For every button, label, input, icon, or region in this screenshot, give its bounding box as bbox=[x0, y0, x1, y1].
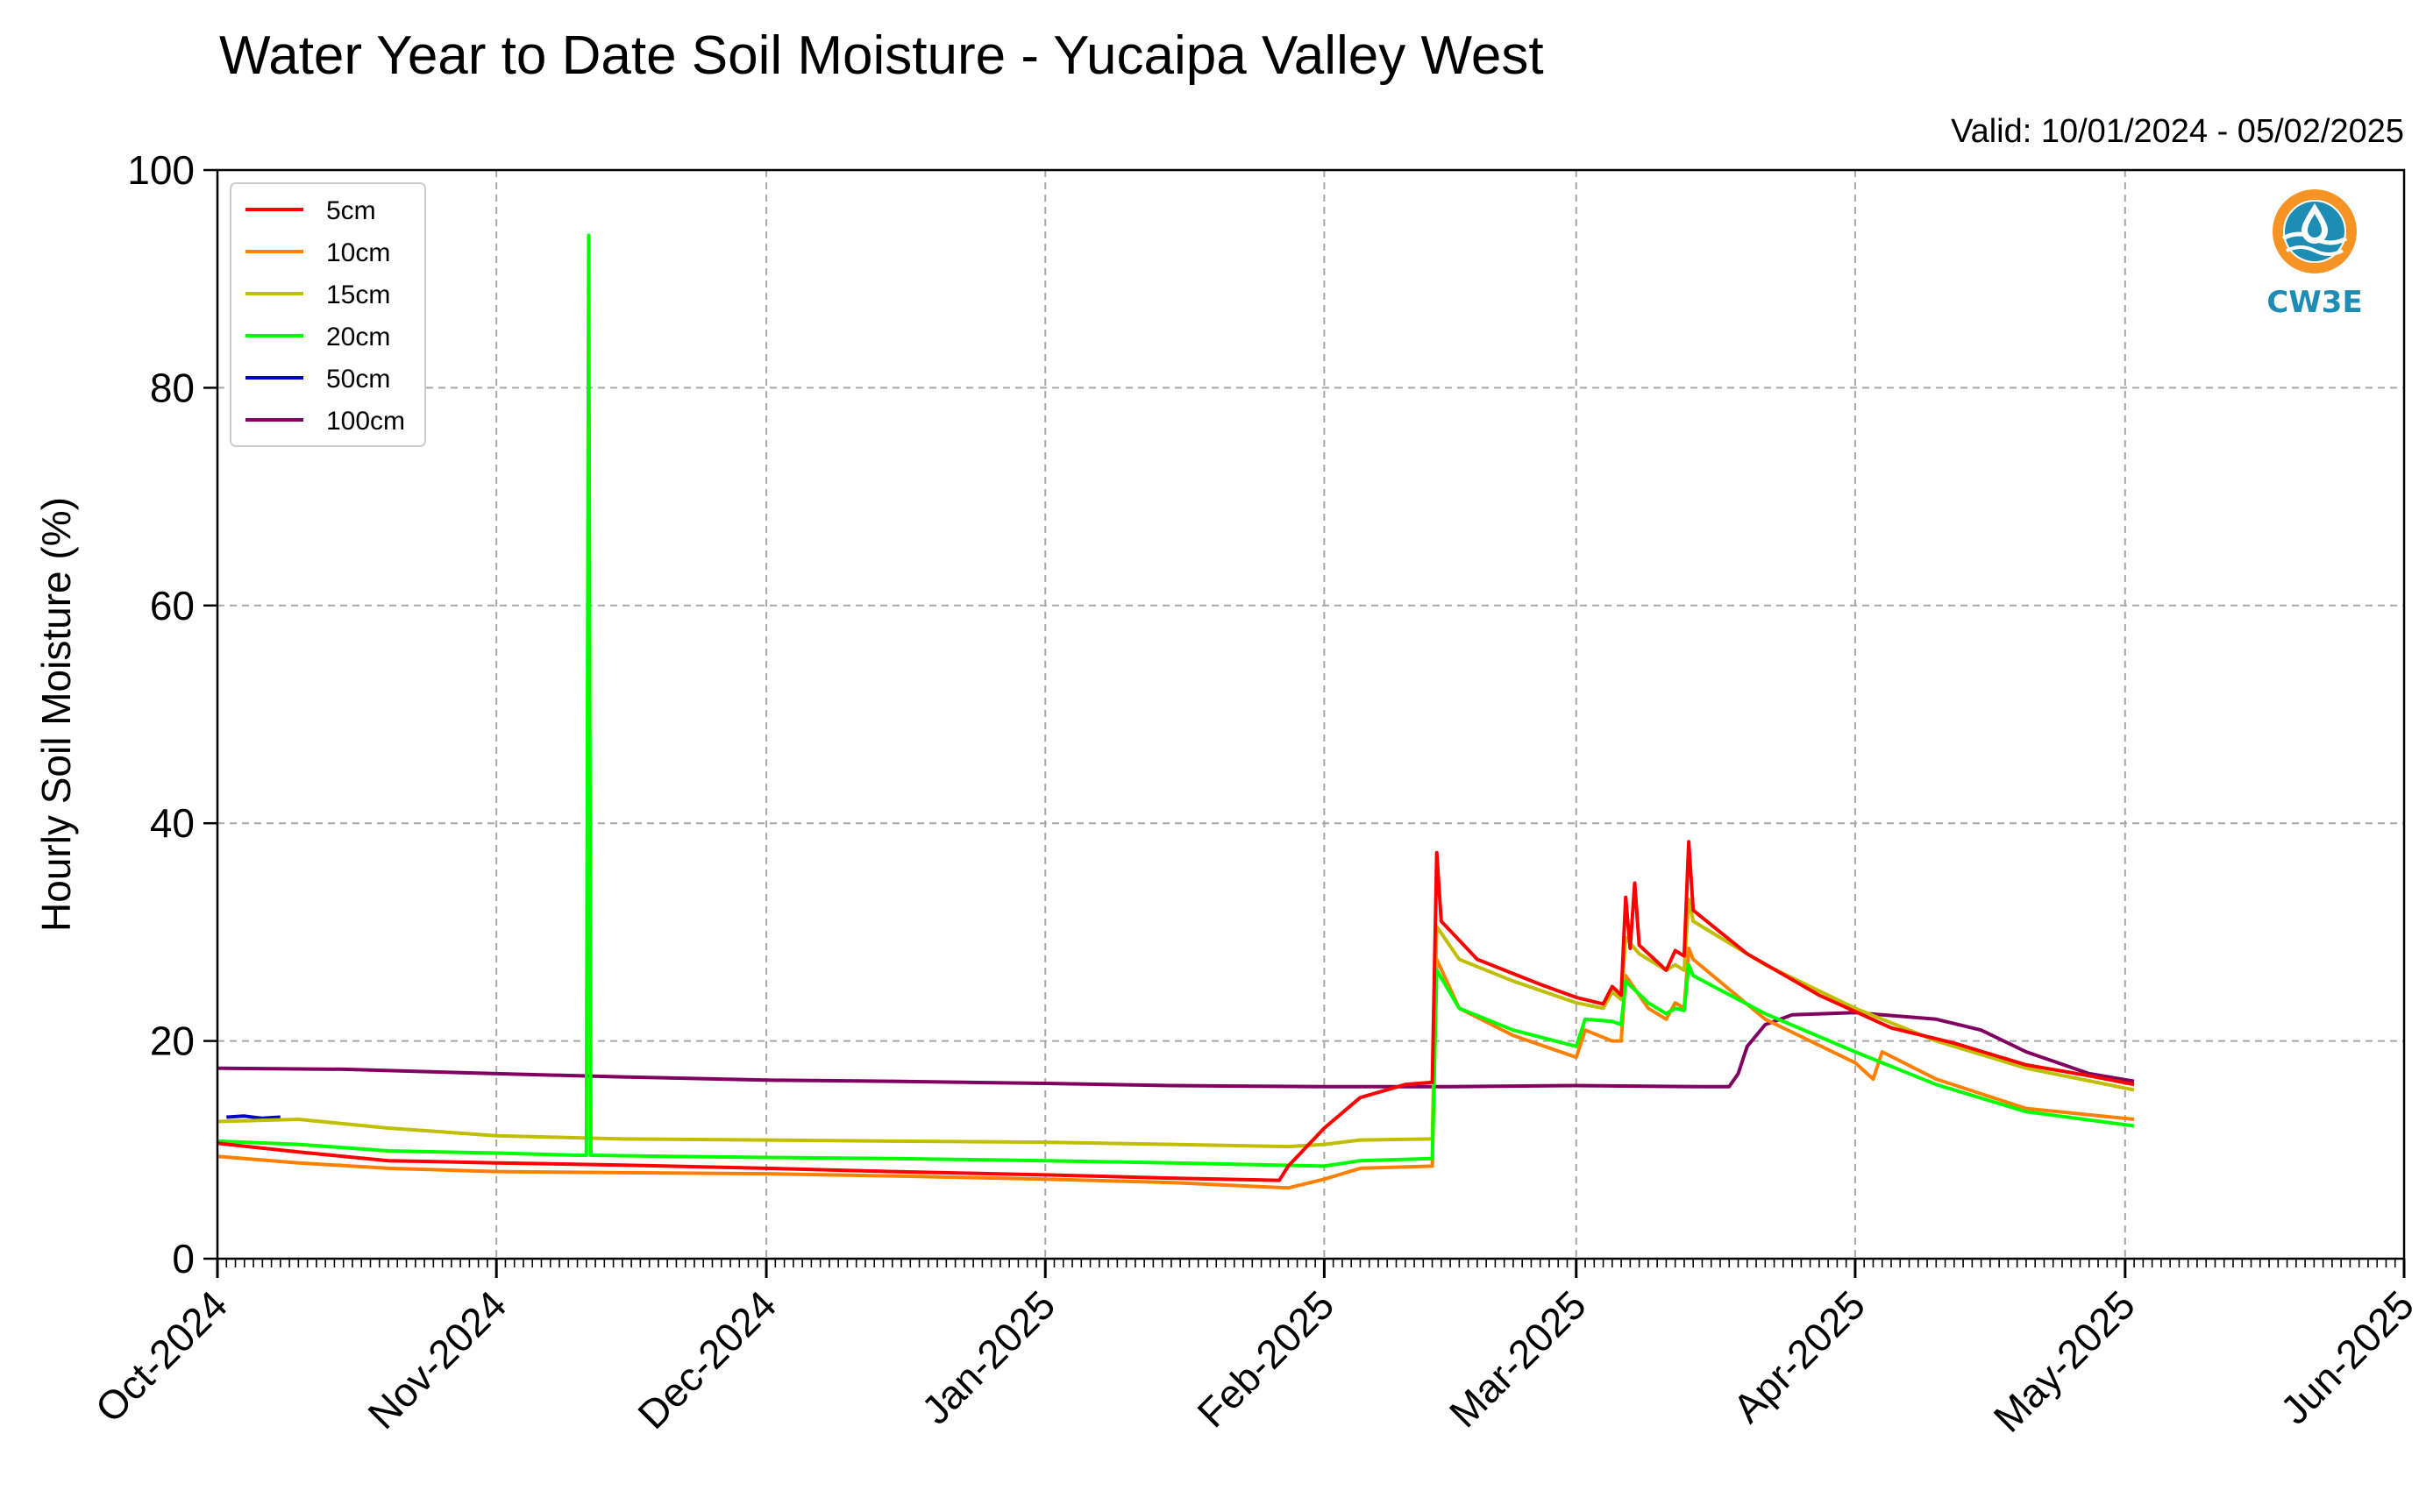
plot-frame bbox=[216, 168, 2406, 1260]
legend-label-10cm: 10cm bbox=[326, 238, 390, 267]
y-axis-label: Hourly Soil Moisture (%) bbox=[33, 497, 79, 932]
y-tick-label: 80 bbox=[150, 365, 195, 410]
legend-box bbox=[230, 182, 426, 447]
logo-drop-inner-icon bbox=[2308, 214, 2322, 238]
chart-subtitle: Valid: 10/01/2024 - 05/02/2025 bbox=[1951, 113, 2404, 150]
cw3e-logo: CW3E bbox=[2266, 189, 2363, 320]
legend-label-20cm: 20cm bbox=[326, 323, 390, 351]
logo-text: CW3E bbox=[2266, 285, 2362, 320]
series-line-5cm bbox=[217, 840, 2135, 1182]
series-line-10cm bbox=[217, 947, 2135, 1190]
series-line-100cm bbox=[217, 1011, 2135, 1089]
series-line-50cm bbox=[226, 1114, 281, 1120]
y-tick-label: 60 bbox=[150, 583, 195, 628]
y-tick-label: 0 bbox=[172, 1236, 195, 1281]
series-line-15cm bbox=[217, 898, 2135, 1149]
legend-label-5cm: 5cm bbox=[326, 196, 376, 225]
legend-label-15cm: 15cm bbox=[326, 280, 390, 309]
logo-ring-icon bbox=[2273, 189, 2357, 273]
y-tick-label: 20 bbox=[150, 1019, 195, 1064]
y-tick-label: 40 bbox=[150, 800, 195, 846]
series-layer bbox=[217, 233, 2135, 1190]
grid-lines bbox=[217, 170, 2404, 1259]
logo-wave2-icon bbox=[2286, 245, 2344, 256]
legend-label-100cm: 100cm bbox=[326, 407, 405, 436]
chart-title: Water Year to Date Soil Moisture - Yucai… bbox=[219, 25, 1544, 86]
legend: 5cm 10cm 15cm 20cm 50cm 100cm bbox=[230, 182, 426, 447]
legend-label-50cm: 50cm bbox=[326, 365, 390, 394]
y-axis: 0 20 40 60 80 100 bbox=[127, 147, 217, 1281]
y-tick-label: 100 bbox=[127, 147, 195, 193]
series-line-20cm bbox=[217, 233, 2135, 1168]
